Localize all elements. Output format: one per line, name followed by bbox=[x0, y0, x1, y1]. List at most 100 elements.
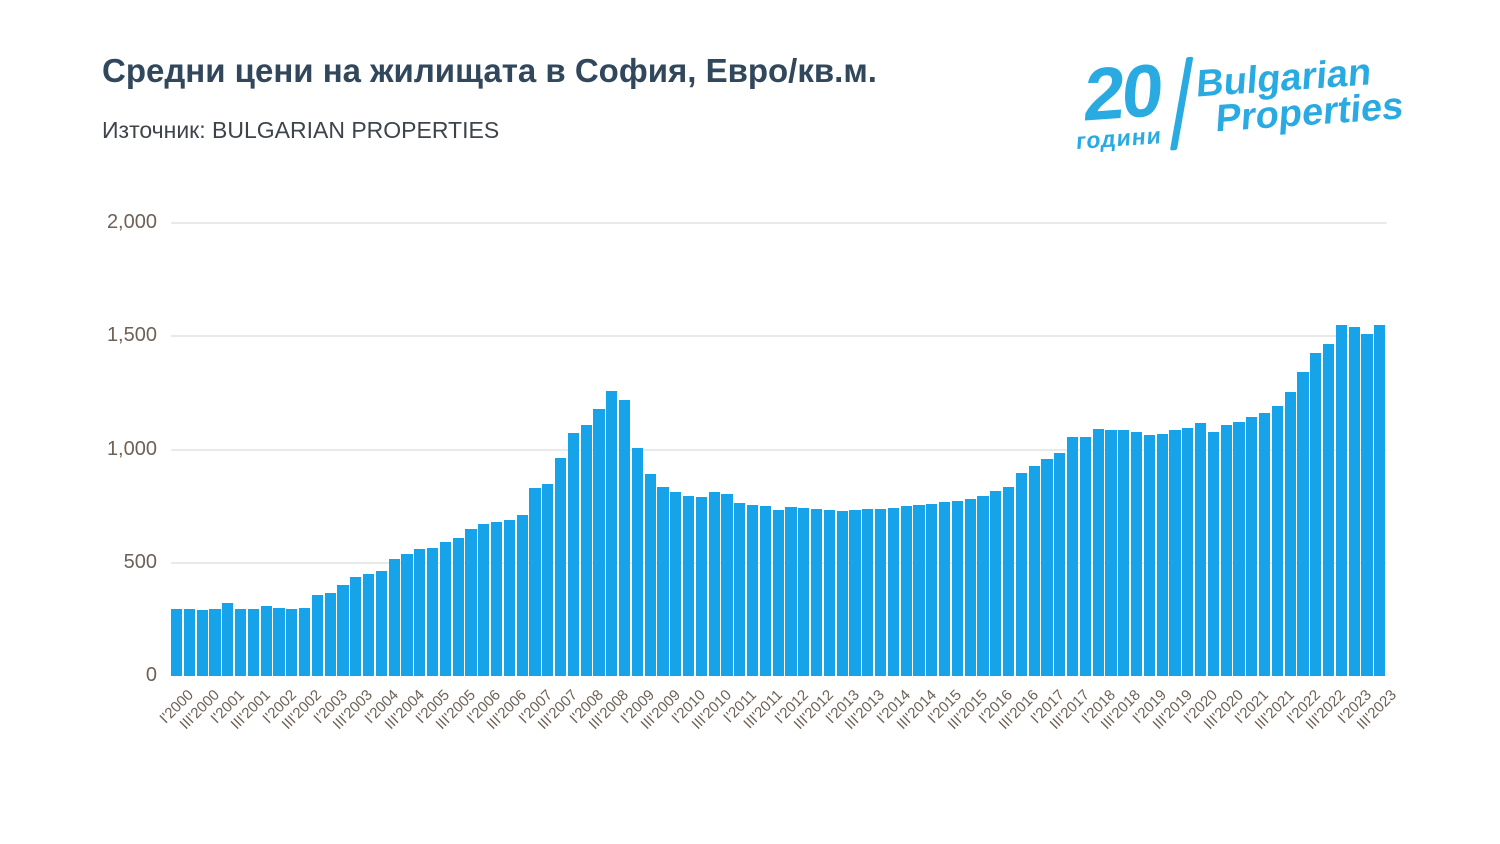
bar bbox=[452, 537, 464, 676]
y-axis-tick-label: 1,000 bbox=[106, 437, 157, 460]
bar bbox=[913, 505, 925, 676]
y-axis-tick-label: 500 bbox=[123, 550, 157, 573]
bar bbox=[235, 608, 247, 676]
bar bbox=[196, 610, 208, 676]
bar bbox=[862, 509, 874, 676]
bar bbox=[401, 554, 413, 676]
bar bbox=[542, 484, 554, 676]
bar bbox=[311, 594, 323, 676]
bar bbox=[836, 511, 848, 676]
bar bbox=[286, 608, 298, 676]
bar bbox=[1246, 417, 1258, 676]
bar bbox=[1015, 473, 1027, 676]
bar bbox=[350, 577, 362, 676]
gridline bbox=[171, 222, 1387, 224]
bar bbox=[619, 399, 631, 676]
bar bbox=[465, 528, 477, 676]
bar bbox=[1105, 429, 1117, 676]
bar bbox=[593, 408, 605, 676]
bar bbox=[849, 510, 861, 676]
bar bbox=[1220, 424, 1232, 676]
bar bbox=[606, 391, 618, 676]
bar bbox=[887, 507, 899, 676]
bar bbox=[580, 424, 592, 676]
bar bbox=[1207, 431, 1219, 676]
bar bbox=[721, 493, 733, 676]
bar bbox=[1335, 325, 1347, 676]
bar bbox=[478, 523, 490, 676]
bar bbox=[644, 474, 656, 676]
bar bbox=[734, 503, 746, 676]
bar bbox=[1054, 452, 1066, 676]
bar bbox=[1118, 430, 1130, 676]
bar bbox=[375, 570, 387, 676]
bar bbox=[1284, 391, 1296, 676]
bar bbox=[708, 492, 720, 676]
bar bbox=[1041, 459, 1053, 676]
bar bbox=[1259, 413, 1271, 676]
bar bbox=[529, 488, 541, 676]
bar bbox=[670, 492, 682, 676]
y-axis-tick-label: 1,500 bbox=[106, 324, 157, 347]
bar bbox=[1182, 428, 1194, 676]
bar bbox=[1143, 435, 1155, 676]
bar bbox=[439, 541, 451, 676]
bar bbox=[1374, 325, 1386, 676]
bar bbox=[1028, 465, 1040, 676]
bar bbox=[299, 608, 311, 676]
bar bbox=[567, 433, 579, 676]
bar bbox=[1131, 431, 1143, 676]
bar bbox=[209, 608, 221, 676]
bar bbox=[747, 505, 759, 676]
bar bbox=[491, 521, 503, 676]
bar bbox=[1079, 437, 1091, 676]
bar bbox=[798, 507, 810, 676]
bar bbox=[1271, 405, 1283, 676]
bar bbox=[222, 602, 234, 676]
bar bbox=[183, 609, 195, 676]
bar bbox=[555, 457, 567, 676]
bar bbox=[337, 585, 349, 676]
bar bbox=[1003, 487, 1015, 676]
bar bbox=[1361, 334, 1373, 676]
bar bbox=[363, 573, 375, 676]
bar bbox=[657, 486, 669, 676]
bar bbox=[990, 490, 1002, 676]
bar bbox=[631, 448, 643, 676]
bar bbox=[900, 506, 912, 676]
bar bbox=[695, 497, 707, 676]
bar bbox=[1323, 344, 1335, 676]
bar bbox=[1310, 353, 1322, 676]
bar bbox=[939, 502, 951, 676]
bar bbox=[1297, 372, 1309, 676]
bar bbox=[1195, 423, 1207, 676]
bar bbox=[427, 547, 439, 676]
bar bbox=[1092, 428, 1104, 676]
page-title: Средни цени на жилищата в София, Евро/кв… bbox=[102, 52, 877, 89]
gridline bbox=[171, 448, 1387, 451]
bar bbox=[759, 506, 771, 676]
source-label: Източник: BULGARIAN PROPERTIES bbox=[102, 117, 500, 143]
y-axis-tick-label: 2,000 bbox=[106, 211, 157, 233]
bar bbox=[324, 593, 336, 676]
bar bbox=[516, 515, 528, 676]
bar bbox=[926, 503, 938, 676]
gridline bbox=[171, 335, 1387, 338]
bar bbox=[964, 498, 976, 676]
bar bbox=[273, 608, 285, 676]
bar bbox=[951, 500, 963, 676]
bar bbox=[1348, 327, 1360, 676]
bar bbox=[171, 608, 183, 676]
bar bbox=[260, 605, 272, 676]
bar bbox=[785, 507, 797, 676]
bar bbox=[1156, 433, 1168, 676]
bar bbox=[1169, 430, 1181, 676]
bar bbox=[772, 509, 784, 676]
bar bbox=[388, 558, 400, 676]
bar bbox=[414, 549, 426, 676]
bar bbox=[1067, 436, 1079, 676]
bar bbox=[823, 510, 835, 676]
bar bbox=[1233, 422, 1245, 676]
